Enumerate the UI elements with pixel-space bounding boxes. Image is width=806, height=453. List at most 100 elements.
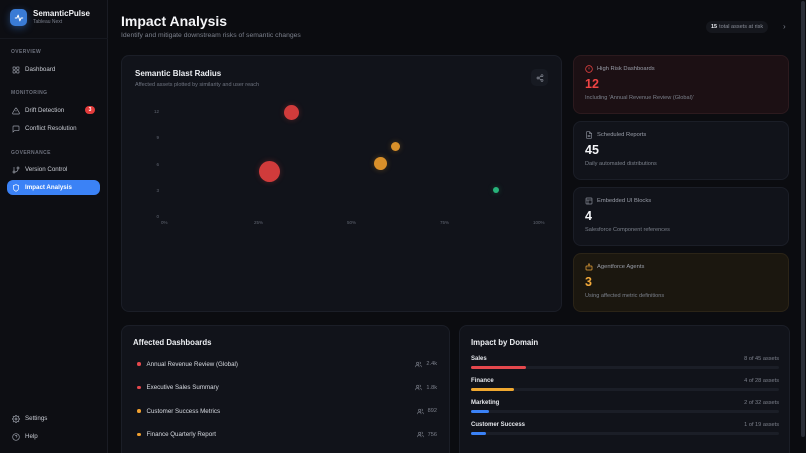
progress-fill [471, 432, 487, 435]
data-point-bubble[interactable] [391, 141, 401, 151]
file-icon [585, 131, 593, 139]
stat-description: Using affected metric definitions [585, 293, 665, 299]
scatter-plot: 0 3 6 9 12 0% 25% 50% 75% 100% [122, 56, 563, 313]
panel-title: Affected Dashboards [133, 338, 212, 347]
stat-description: Including 'Annual Revenue Review (Global… [585, 95, 694, 101]
section-overview: OVERVIEW [11, 49, 42, 55]
dashboard-row[interactable]: Finance Quarterly Report 756 [137, 429, 437, 441]
x-axis-tick: 25% [254, 220, 264, 225]
app-name: SemanticPulse [33, 9, 90, 18]
users-icon [416, 408, 424, 415]
domain-asset-count: 2 of 32 assets [744, 400, 779, 406]
user-count: 892 [427, 408, 437, 414]
progress-fill [471, 410, 490, 413]
y-axis-tick: 12 [153, 109, 159, 114]
stat-value: 3 [585, 275, 592, 289]
sidebar-item-version-control[interactable]: Version Control [7, 162, 100, 177]
domain-row[interactable]: Marketing 2 of 32 assets [471, 400, 779, 414]
users-icon [415, 384, 423, 391]
domain-asset-count: 4 of 28 assets [744, 378, 779, 384]
domain-asset-count: 1 of 19 assets [744, 422, 779, 428]
shield-icon [11, 183, 20, 192]
user-reach: 2.4k [415, 361, 437, 368]
user-count: 756 [427, 431, 437, 438]
stat-title: Embedded UI Blocks [597, 198, 652, 204]
stat-card-agentforce-agents[interactable]: Agentforce Agents 3 Using affected metri… [573, 253, 789, 312]
chart-subtitle: Affected assets plotted by similarity an… [135, 82, 260, 88]
sidebar-item-label: Settings [25, 415, 48, 422]
dashboard-row[interactable]: Customer Success Metrics 892 [137, 405, 437, 417]
chevron-right-icon[interactable]: › [783, 22, 786, 31]
domain-name: Finance [471, 378, 494, 384]
layout-icon [585, 197, 593, 205]
message-square-icon [11, 124, 20, 133]
risk-count: 15 [711, 24, 718, 30]
dashboard-row[interactable]: Executive Sales Summary 1.8k [137, 382, 437, 394]
x-axis-tick: 100% [533, 220, 545, 225]
dashboard-row[interactable]: Annual Revenue Review (Global) 2.4k [137, 358, 437, 370]
sidebar-item-label: Dashboard [25, 66, 56, 73]
impact-by-domain-card: Impact by Domain Sales 8 of 45 assets Fina… [459, 325, 790, 453]
users-icon [415, 361, 423, 368]
dashboard-name: Annual Revenue Review (Global) [146, 360, 239, 368]
pulse-logo-icon [10, 9, 27, 26]
domain-row[interactable]: Customer Success 1 of 19 assets [471, 422, 779, 436]
assets-at-risk-pill[interactable]: 15 total assets at risk [706, 21, 769, 33]
data-point-bubble[interactable] [258, 161, 280, 182]
stat-card-scheduled-reports[interactable]: Scheduled Reports 45 Daily automated dis… [573, 121, 789, 180]
data-point-bubble[interactable] [374, 157, 388, 171]
y-axis-tick: 9 [156, 135, 159, 141]
affected-dashboards-card: Affected Dashboards Annual Revenue Revie… [121, 325, 450, 453]
progress-fill [471, 366, 527, 369]
y-axis-tick: 3 [156, 187, 159, 193]
sidebar-item-conflict-resolution[interactable]: Conflict Resolution [7, 121, 100, 136]
progress-track [471, 388, 779, 391]
help-circle-icon [11, 432, 20, 441]
drift-count-badge: 3 [85, 106, 95, 114]
brand[interactable]: SemanticPulse Tableau Next [10, 9, 90, 26]
user-count: 2.4k [426, 361, 437, 367]
sidebar-item-drift-detection[interactable]: Drift Detection 3 [7, 103, 100, 118]
stat-card-embedded-ui-blocks[interactable]: Embedded UI Blocks 4 Salesforce Componen… [573, 187, 789, 246]
domain-row[interactable]: Finance 4 of 28 assets [471, 378, 779, 392]
bot-icon [585, 263, 593, 271]
severity-dot [137, 432, 141, 437]
dashboard-name: Executive Sales Summary [146, 384, 219, 391]
user-reach: 1.8k [415, 384, 437, 391]
section-monitoring: MONITORING [11, 90, 48, 96]
divider [0, 38, 108, 39]
data-point-bubble[interactable] [283, 104, 299, 120]
user-count: 1.8k [426, 384, 437, 391]
page-title: Impact Analysis [121, 13, 228, 29]
page-subtitle: Identify and mitigate downstream risks o… [121, 32, 301, 39]
user-reach: 756 [416, 431, 437, 438]
x-axis-tick: 75% [440, 220, 450, 225]
progress-fill [471, 388, 515, 391]
scrollbar-thumb[interactable] [801, 1, 805, 437]
sidebar-item-label: Conflict Resolution [25, 125, 77, 132]
stat-value: 4 [585, 209, 592, 223]
x-axis-tick: 50% [347, 220, 357, 225]
progress-track [471, 432, 779, 435]
severity-dot [137, 362, 141, 366]
sidebar-item-help[interactable]: Help [7, 429, 100, 444]
dashboard-name: Finance Quarterly Report [146, 431, 216, 438]
stat-card-high-risk-dashboards[interactable]: High Risk Dashboards 12 Including 'Annua… [573, 55, 789, 114]
section-governance: GOVERNANCE [11, 150, 51, 156]
sidebar-item-label: Version Control [25, 166, 68, 173]
stat-title: High Risk Dashboards [597, 66, 655, 72]
data-point-bubble[interactable] [493, 186, 500, 193]
domain-row[interactable]: Sales 8 of 45 assets [471, 356, 779, 370]
x-axis-tick: 0% [161, 220, 168, 225]
dashboard-name: Customer Success Metrics [146, 407, 221, 415]
progress-track [471, 410, 779, 413]
git-branch-icon [11, 165, 20, 174]
share-button[interactable] [531, 69, 548, 86]
sidebar-item-settings[interactable]: Settings [7, 411, 100, 426]
alert-circle-icon [585, 65, 593, 73]
app-subtitle: Tableau Next [33, 19, 63, 25]
sidebar-item-impact-analysis[interactable]: Impact Analysis [7, 180, 100, 195]
sidebar: SemanticPulse Tableau Next OVERVIEW Dash… [0, 0, 108, 453]
sidebar-item-dashboard[interactable]: Dashboard [7, 62, 100, 77]
stat-value: 12 [585, 77, 599, 91]
